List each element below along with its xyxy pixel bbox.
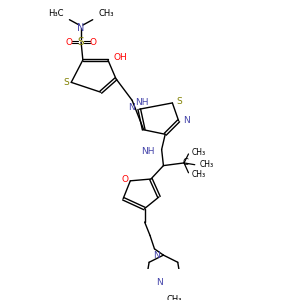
Text: N: N: [157, 278, 163, 287]
Text: N: N: [128, 103, 135, 112]
Text: C: C: [183, 158, 189, 167]
Text: S: S: [64, 78, 70, 87]
Text: CH₃: CH₃: [191, 148, 205, 157]
Text: CH₃: CH₃: [191, 170, 205, 179]
Text: N: N: [153, 250, 160, 260]
Text: CH₃: CH₃: [99, 9, 115, 18]
Text: N: N: [77, 23, 85, 33]
Text: OH: OH: [114, 53, 127, 62]
Text: CH₃: CH₃: [166, 296, 182, 300]
Text: S: S: [177, 97, 183, 106]
Text: NH: NH: [135, 98, 148, 106]
Text: H₃C: H₃C: [48, 9, 63, 18]
Text: CH₃: CH₃: [199, 160, 213, 169]
Text: S: S: [78, 37, 84, 47]
Text: O: O: [66, 38, 73, 46]
Text: O: O: [122, 175, 128, 184]
Text: NH: NH: [141, 147, 154, 156]
Text: N: N: [183, 116, 190, 125]
Text: O: O: [89, 38, 96, 46]
